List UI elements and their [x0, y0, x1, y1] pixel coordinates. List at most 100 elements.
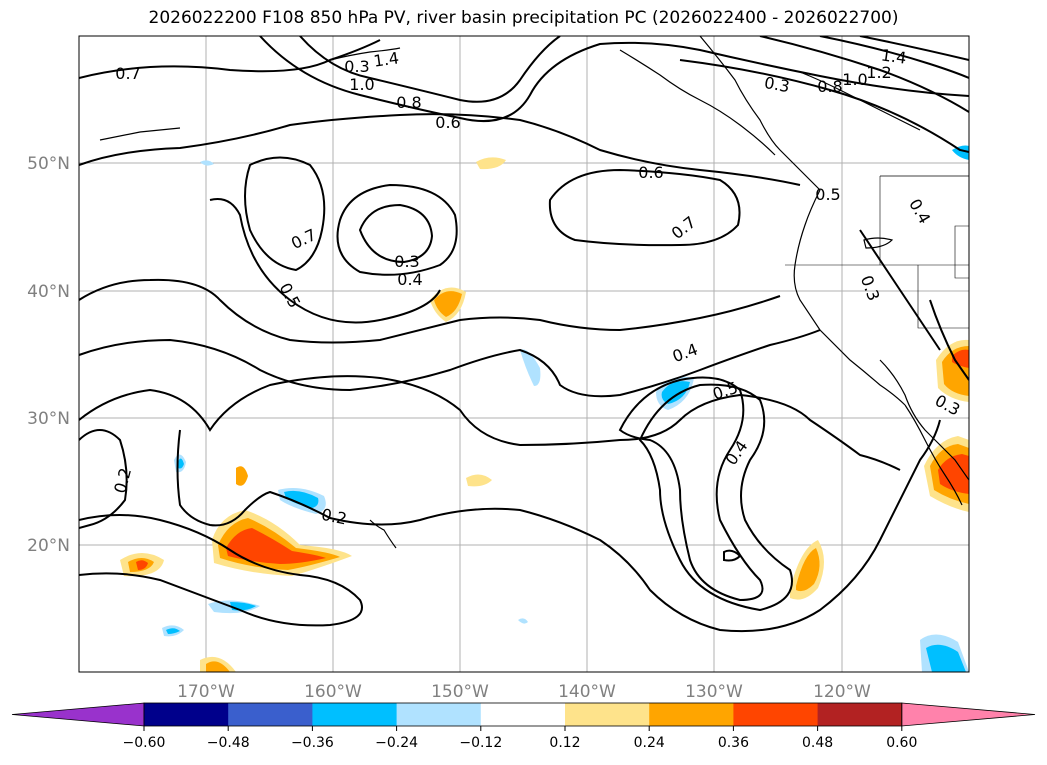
precip-positive-patch: [206, 661, 230, 672]
colorbar-tick-label: 0.48: [802, 735, 833, 751]
pv-contour-0.2-south: [79, 514, 363, 627]
contour-label: 1.0: [349, 75, 374, 94]
pv-contour-0.5-east: [618, 376, 764, 602]
colorbar-tick-label: −0.36: [291, 735, 334, 751]
lat-label: 30°N: [27, 409, 70, 429]
pv-contour-0.9: [679, 59, 969, 153]
precip-negative-patch: [284, 490, 319, 508]
contour-label: 0.6: [638, 163, 663, 182]
colorbar-tick-label: 0.12: [549, 735, 580, 751]
precip-negative-patch: [520, 349, 541, 386]
precip-negative-patch: [926, 644, 966, 672]
longitude-labels: 170°W 160°W 150°W 140°W 130°W 120°W: [177, 682, 871, 702]
pv-contour-0.5: [79, 278, 781, 344]
pv-contour-0.7-west: [244, 156, 326, 272]
pv-contour-1.4: [819, 36, 969, 79]
pv-contour-0.3-center: [358, 203, 434, 264]
map-frame: [78, 35, 970, 673]
colorbar-tick-label: 0.24: [634, 735, 665, 751]
contour-label: 1.4: [880, 45, 908, 67]
alaska-panhandle-coast: [619, 49, 776, 156]
pv-contour-0.6: [79, 113, 801, 186]
colorbar-extend-low: [11, 702, 145, 727]
pv-contour-small-loop: [723, 549, 742, 562]
precip-positive-patch: [434, 291, 462, 317]
pv-contour-0.3: [79, 375, 901, 471]
aleutian-islands-west: [99, 127, 181, 141]
colorbar-segment: [396, 703, 482, 726]
us-west-coast: [793, 189, 906, 406]
contour-label: 0.5: [815, 185, 840, 204]
graticule: [79, 36, 969, 672]
pv-contour-0.6-east: [548, 168, 741, 247]
pv-contour-0.4-center: [336, 183, 458, 276]
contour-label: 0.3: [344, 57, 369, 76]
precip-positive-patch: [136, 560, 148, 570]
precip-negative-patch: [952, 145, 969, 160]
pv-contour-0.7-north: [79, 39, 381, 79]
colorbar-extend-high: [901, 702, 1036, 727]
alaska-canada-coast: [699, 36, 821, 191]
contour-label: 0.3: [763, 73, 791, 96]
contour-label: 1.4: [372, 48, 400, 70]
contour-label: 0.8: [817, 77, 842, 96]
pv-contour-0.3-coast: [929, 299, 969, 381]
colorbar-segment: [144, 703, 229, 726]
precip-positive-patch: [236, 466, 248, 486]
precip-positive-patch: [938, 454, 969, 494]
pv-contour-1.6: [859, 36, 969, 61]
precip-shading: [120, 145, 969, 672]
lon-label: 170°W: [177, 682, 235, 702]
hawaii-islands: [369, 519, 397, 549]
pv-contour-0.4: [79, 329, 821, 398]
aleutian-islands: [329, 47, 401, 61]
precip-positive-patch: [796, 548, 820, 592]
precip-negative-patch: [166, 628, 180, 634]
contour-label: 1.2: [866, 63, 891, 82]
contour-label: 0.7: [115, 64, 140, 83]
contour-label: 0.2: [320, 505, 349, 529]
mexico-mainland-coast: [879, 359, 969, 481]
pv-contour-0.4-east: [638, 383, 793, 612]
colorbar-segment: [565, 703, 650, 726]
pv-contour-1.0: [299, 36, 561, 103]
lat-label: 40°N: [27, 282, 70, 302]
lon-label: 140°W: [558, 682, 616, 702]
colorbar-segment: [480, 703, 566, 726]
lon-label: 120°W: [813, 682, 871, 702]
colorbar-tick-label: −0.48: [207, 735, 250, 751]
pv-contour-0.3-inland: [859, 229, 941, 351]
lon-label: 130°W: [685, 682, 743, 702]
precip-negative-patch: [518, 618, 528, 624]
pv-contours: [79, 36, 969, 633]
precip-positive-patch: [226, 528, 326, 564]
contour-label: 0.4: [397, 270, 422, 289]
lon-label: 150°W: [431, 682, 489, 702]
map-title: 2026022200 F108 850 hPa PV, river basin …: [148, 8, 899, 28]
pv-contour-0.5-west: [209, 198, 441, 324]
colorbar: −0.60 −0.48 −0.36 −0.24 −0.12 0.12 0.24 0.36 0.4…: [11, 702, 1036, 751]
contour-label: 0.3: [394, 252, 419, 271]
state-border: [954, 225, 969, 279]
state-border: [917, 265, 969, 329]
colorbar-segment: [817, 703, 903, 726]
precip-positive-patch: [476, 157, 506, 170]
colorbar-tick-label: −0.12: [459, 735, 502, 751]
contour-label: 0.6: [435, 113, 460, 132]
baja-coast: [904, 404, 963, 506]
lat-label: 20°N: [27, 536, 70, 556]
precip-negative-patch: [200, 160, 214, 166]
precip-negative-patch: [178, 458, 184, 469]
contour-label: 1.0: [842, 70, 867, 89]
colorbar-tick-label: −0.24: [375, 735, 418, 751]
colorbar-segment: [228, 703, 313, 726]
colorbar-segment: [733, 703, 819, 726]
lat-label: 50°N: [27, 154, 70, 174]
colorbar-tick-label: 0.36: [718, 735, 749, 751]
contour-label: 0.8: [396, 93, 421, 112]
latitude-labels: 50°N 40°N 30°N 20°N: [27, 154, 70, 556]
colorbar-outline: [143, 702, 903, 727]
colorbar-tick-label: −0.60: [123, 735, 166, 751]
colorbar-tick-label: 0.60: [886, 735, 917, 751]
